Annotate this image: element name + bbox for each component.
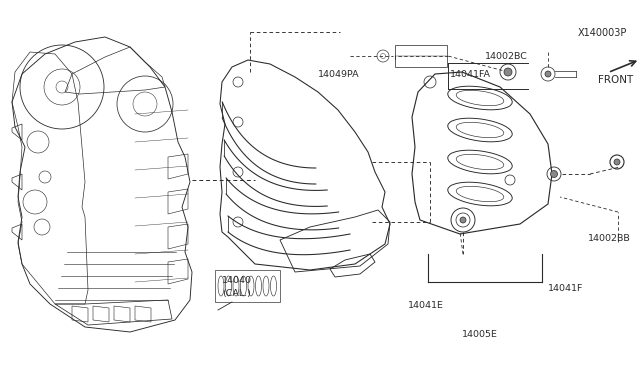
Text: 14041FA: 14041FA (450, 70, 491, 79)
Circle shape (545, 71, 551, 77)
Text: 14002BB: 14002BB (588, 234, 631, 243)
Circle shape (460, 217, 466, 223)
Text: 14049PA: 14049PA (318, 70, 360, 79)
Text: FRONT: FRONT (598, 75, 633, 85)
Text: (CAL.): (CAL.) (222, 289, 251, 298)
Text: 14040: 14040 (222, 276, 252, 285)
Circle shape (504, 68, 512, 76)
Circle shape (550, 170, 557, 177)
Text: X140003P: X140003P (578, 29, 627, 38)
Circle shape (614, 159, 620, 165)
Text: 14002BC: 14002BC (485, 52, 528, 61)
Bar (395, 45, 447, 67)
Bar (215, 270, 280, 302)
Text: 14041F: 14041F (548, 284, 584, 293)
Text: 14005E: 14005E (462, 330, 498, 339)
Text: 14041E: 14041E (408, 301, 444, 310)
